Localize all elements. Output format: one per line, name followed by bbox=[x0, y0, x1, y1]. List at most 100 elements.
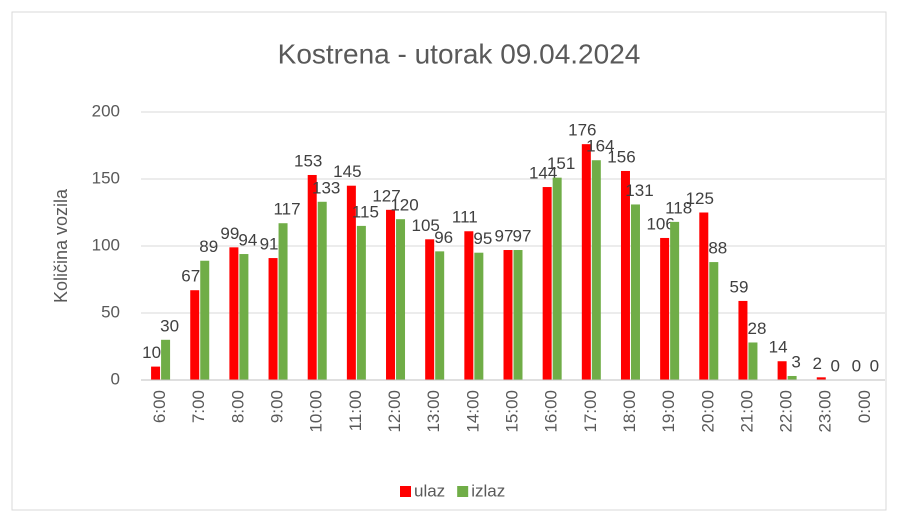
bar bbox=[425, 239, 435, 380]
x-tick-label: 18:00 bbox=[620, 390, 639, 433]
bar bbox=[356, 225, 366, 380]
data-label: 127 bbox=[372, 186, 400, 205]
data-label: 0 bbox=[831, 356, 840, 375]
legend-swatch bbox=[400, 486, 411, 497]
data-label: 67 bbox=[181, 267, 200, 286]
data-label: 0 bbox=[852, 356, 861, 375]
data-label: 95 bbox=[473, 229, 492, 248]
bar bbox=[670, 221, 680, 380]
bar bbox=[464, 231, 474, 380]
x-tick-label: 10:00 bbox=[307, 390, 326, 433]
bar bbox=[161, 339, 171, 380]
y-axis-label: Količina vozila bbox=[51, 188, 71, 303]
bar bbox=[317, 201, 327, 380]
data-label: 144 bbox=[529, 164, 557, 183]
data-label: 117 bbox=[273, 200, 300, 219]
x-tick-label: 16:00 bbox=[542, 390, 561, 433]
bar bbox=[591, 160, 601, 380]
data-label: 153 bbox=[294, 151, 322, 170]
bar bbox=[278, 223, 288, 380]
data-label: 3 bbox=[791, 352, 800, 371]
data-label: 120 bbox=[390, 196, 418, 215]
data-label: 59 bbox=[729, 277, 748, 296]
data-label: 151 bbox=[547, 154, 575, 173]
bar bbox=[660, 237, 670, 380]
data-label: 89 bbox=[199, 237, 218, 256]
y-tick-label: 0 bbox=[111, 369, 120, 388]
x-tick-label: 8:00 bbox=[228, 390, 247, 423]
bar bbox=[151, 366, 161, 380]
data-label: 0 bbox=[870, 356, 879, 375]
data-label: 164 bbox=[586, 137, 614, 156]
bar bbox=[229, 247, 239, 380]
x-tick-label: 17:00 bbox=[581, 390, 600, 433]
legend-label: izlaz bbox=[471, 481, 505, 500]
y-tick-label: 50 bbox=[101, 302, 120, 321]
bar bbox=[816, 377, 826, 380]
x-tick-label: 15:00 bbox=[502, 390, 521, 433]
bar bbox=[268, 258, 278, 380]
bar bbox=[699, 212, 709, 380]
data-label: 115 bbox=[352, 202, 379, 221]
data-label: 145 bbox=[333, 162, 361, 181]
data-label: 2 bbox=[813, 354, 822, 373]
bar bbox=[503, 250, 513, 380]
x-tick-label: 21:00 bbox=[737, 390, 756, 433]
y-tick-label: 200 bbox=[92, 101, 120, 120]
data-label: 14 bbox=[769, 338, 788, 357]
bar bbox=[239, 254, 249, 380]
bar bbox=[748, 342, 758, 380]
data-label: 118 bbox=[665, 198, 692, 217]
bar bbox=[190, 290, 200, 380]
data-label: 133 bbox=[312, 178, 340, 197]
bar bbox=[346, 185, 356, 380]
data-label: 125 bbox=[686, 189, 714, 208]
x-tick-label: 22:00 bbox=[777, 390, 796, 433]
x-tick-label: 7:00 bbox=[189, 390, 208, 423]
bar bbox=[396, 219, 406, 380]
data-label: 91 bbox=[260, 235, 279, 254]
data-label: 99 bbox=[220, 224, 239, 243]
bar bbox=[630, 204, 640, 380]
y-tick-label: 150 bbox=[92, 168, 120, 187]
data-label: 96 bbox=[434, 228, 453, 247]
x-tick-label: 13:00 bbox=[424, 390, 443, 433]
x-tick-label: 9:00 bbox=[268, 390, 287, 423]
x-tick-label: 0:00 bbox=[855, 390, 874, 423]
data-label: 131 bbox=[625, 181, 653, 200]
data-label: 30 bbox=[160, 316, 179, 335]
bar bbox=[709, 262, 719, 380]
chart-title: Kostrena - utorak 09.04.2024 bbox=[278, 38, 641, 69]
data-label: 106 bbox=[646, 214, 674, 233]
data-label: 97 bbox=[495, 227, 514, 246]
data-label: 28 bbox=[747, 319, 766, 338]
x-tick-label: 11:00 bbox=[346, 390, 365, 431]
bar bbox=[435, 251, 445, 380]
data-label: 111 bbox=[452, 208, 478, 227]
bar bbox=[386, 209, 396, 380]
data-label: 88 bbox=[708, 239, 727, 258]
x-tick-label: 6:00 bbox=[150, 390, 169, 423]
bar bbox=[200, 260, 210, 380]
bar bbox=[787, 375, 797, 380]
bar bbox=[777, 361, 787, 380]
bar bbox=[738, 300, 748, 380]
bar bbox=[513, 250, 523, 380]
bar bbox=[552, 177, 562, 380]
x-tick-label: 12:00 bbox=[385, 390, 404, 433]
legend-swatch bbox=[457, 486, 469, 497]
bar bbox=[542, 187, 552, 380]
y-tick-label: 100 bbox=[92, 235, 120, 254]
legend-label: ulaz bbox=[414, 481, 445, 500]
data-label: 10 bbox=[142, 343, 161, 362]
data-label: 156 bbox=[607, 147, 635, 166]
data-label: 105 bbox=[411, 216, 439, 235]
data-label: 94 bbox=[238, 231, 257, 250]
x-tick-label: 19:00 bbox=[659, 390, 678, 433]
data-label: 97 bbox=[513, 227, 532, 246]
bar bbox=[581, 144, 591, 380]
x-tick-label: 23:00 bbox=[816, 390, 835, 433]
x-tick-label: 20:00 bbox=[698, 390, 717, 433]
bar bbox=[620, 170, 630, 380]
